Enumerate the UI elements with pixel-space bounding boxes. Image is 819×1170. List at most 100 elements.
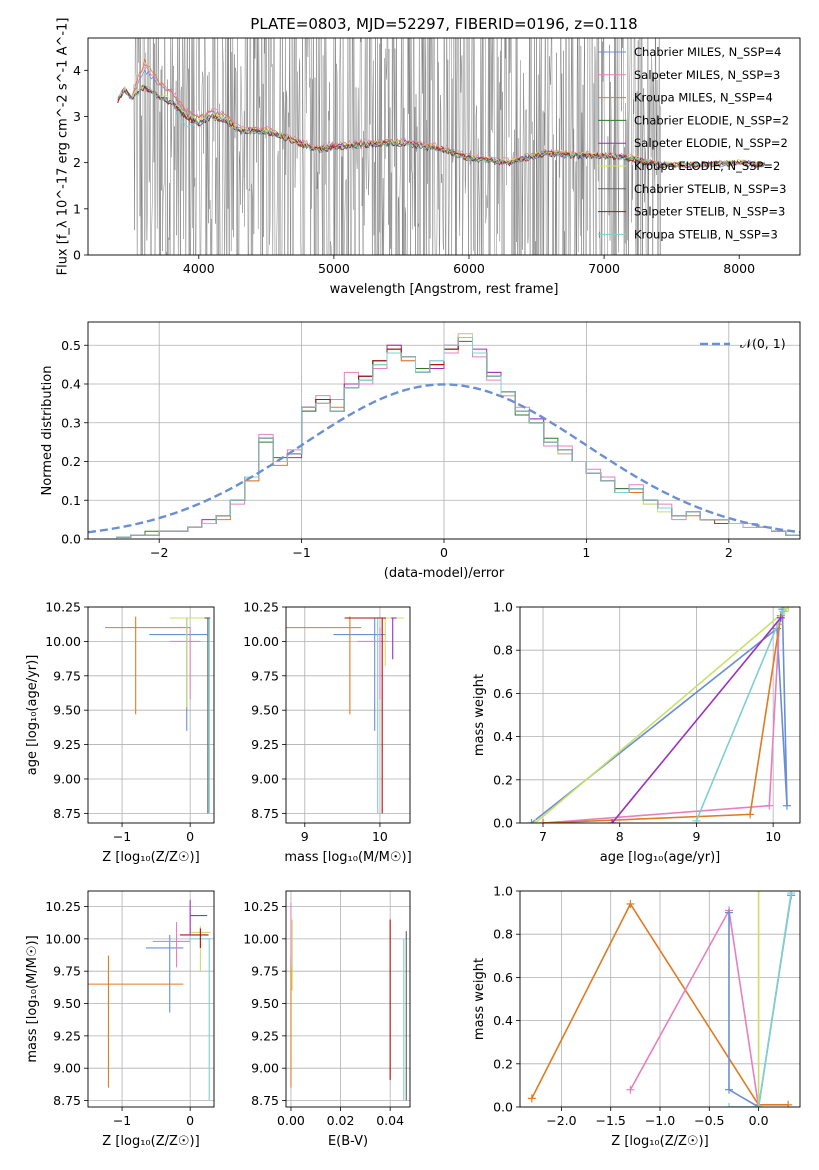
mass-weight-marker [765, 801, 774, 810]
x-tick-label: −1 [292, 545, 310, 560]
panel-weight_vs_age: 7 8 9 10 0.0 0.2 0.4 0.6 0.8 1.0 age [log₁₀(age/yr… [472, 600, 801, 865]
model-spectrum-line [117, 84, 765, 169]
mass-weight-line [534, 607, 790, 823]
legend-entry: Kroupa ELODIE, N_SSP=2 [634, 159, 780, 173]
plot-area-age_vs_mass [286, 616, 404, 814]
errorbar-point [152, 922, 191, 968]
legend-entry: Chabrier ELODIE, N_SSP=2 [634, 113, 789, 127]
panel-spectrum: 4000 5000 6000 7000 8000 0 1 2 3 4 wavelength [Ang… [55, 18, 801, 297]
errorbar-point [169, 617, 208, 708]
y-axis-label: mass weight [472, 674, 487, 756]
x-tick-label: 4000 [183, 261, 215, 276]
y-tick-label: 8.75 [251, 1093, 279, 1108]
y-axis-label: age [log₁₀(age/yr)] [25, 655, 40, 776]
mass-weight-marker [725, 908, 734, 917]
y-tick-label: 8.75 [53, 806, 81, 821]
y-tick-label: 0.0 [61, 532, 81, 547]
mass-weight-marker [626, 1085, 635, 1094]
y-tick-label: 0.0 [493, 1100, 513, 1115]
x-tick-label: 1 [582, 545, 590, 560]
y-tick-label: 0.6 [493, 970, 513, 985]
y-tick-label: 9.75 [53, 668, 81, 683]
plot-area-weight_vs_age [527, 607, 793, 823]
errorbar-point [145, 934, 184, 1013]
y-tick-label: 9.75 [251, 668, 279, 683]
axes-frame [87, 890, 215, 1108]
mass-weight-marker [776, 613, 785, 622]
mass-weight-marker [725, 1103, 734, 1107]
plot-area-residuals [88, 333, 800, 539]
mass-weight-line [531, 609, 788, 823]
x-tick-label: 0.02 [327, 1113, 355, 1128]
y-tick-label: 10.00 [45, 931, 81, 946]
x-tick-label: 6000 [453, 261, 485, 276]
axes-frame [285, 606, 411, 824]
legend-entry: Salpeter STELIB, N_SSP=3 [634, 205, 785, 219]
axes-frame [87, 321, 801, 540]
legend-entry: Chabrier MILES, N_SSP=4 [634, 45, 781, 59]
mass-weight-line [729, 893, 792, 1107]
mass-weight-marker [754, 891, 763, 895]
y-tick-label: 0.0 [493, 816, 513, 831]
y-tick-label: 9.25 [53, 1028, 81, 1043]
errorbar-point [357, 627, 388, 700]
gaussian-curve [88, 383, 800, 534]
x-tick-label: −0.5 [694, 1113, 724, 1128]
legend-entry: Kroupa STELIB, N_SSP=3 [634, 227, 778, 241]
y-axis-label: mass weight [472, 958, 487, 1040]
errorbar-point [344, 617, 386, 814]
plot-area-mass_vs_Z [88, 900, 211, 1101]
y-tick-label: 0.2 [61, 454, 81, 469]
legend-entry: Salpeter ELODIE, N_SSP=2 [634, 136, 788, 150]
x-tick-label: 0.04 [376, 1113, 404, 1128]
x-tick-label: 8000 [723, 261, 755, 276]
x-tick-label: 5000 [318, 261, 350, 276]
mass-weight-marker [784, 607, 793, 611]
x-axis-label: E(B-V) [328, 1134, 368, 1149]
x-tick-label: 0.00 [277, 1113, 305, 1128]
x-tick-label: −1.0 [645, 1113, 675, 1128]
y-tick-label: 8.75 [251, 806, 279, 821]
y-tick-label: 9.75 [251, 964, 279, 979]
mass-weight-line [531, 902, 789, 1106]
x-axis-label: Z [log₁₀(Z/Z☉)] [102, 1134, 199, 1149]
plot-area-age_vs_Z [105, 616, 211, 814]
x-tick-label: −2 [150, 545, 168, 560]
y-tick-label: 9.50 [251, 703, 279, 718]
y-tick-label: 10.00 [243, 634, 279, 649]
y-tick-label: 9.50 [251, 996, 279, 1011]
residual-histogram [102, 337, 800, 539]
mass-weight-marker [531, 819, 540, 823]
plot-area-weight_vs_Z [527, 891, 796, 1107]
errorbar-point [105, 616, 191, 715]
observed-spectrum-line [133, 38, 662, 255]
y-tick-label: 9.00 [53, 771, 81, 786]
legend-entry: Kroupa MILES, N_SSP=4 [634, 91, 773, 105]
x-tick-label: 0 [440, 545, 448, 560]
legend-entry: 𝒩(0, 1) [740, 336, 786, 351]
y-tick-label: 9.25 [53, 737, 81, 752]
y-tick-label: 0.4 [493, 729, 513, 744]
mass-weight-marker [782, 801, 791, 810]
axes-frame [87, 606, 215, 824]
panel-residuals: −2 −1 0 1 2 0.0 0.1 0.2 0.3 0.4 0.5 (data-model)/er… [40, 321, 801, 581]
y-tick-label: 0.5 [61, 338, 81, 353]
y-tick-label: 0.3 [61, 415, 81, 430]
plot-area-mass_vs_EBV [290, 902, 407, 1101]
mass-weight-line [728, 895, 792, 1107]
mass-weight-marker [527, 819, 536, 823]
residual-histogram [102, 337, 800, 539]
y-tick-label: 8.75 [53, 1093, 81, 1108]
y-tick-label: 10.25 [45, 899, 81, 914]
y-tick-label: 9.00 [53, 1061, 81, 1076]
x-tick-label: 0 [186, 1113, 194, 1128]
y-tick-label: 3 [73, 109, 81, 124]
mass-weight-marker [784, 1100, 793, 1107]
plot-area-spectrum [117, 38, 765, 255]
mass-weight-marker [608, 819, 617, 823]
axes-frame [519, 890, 801, 1108]
x-tick-label: 7 [539, 829, 547, 844]
residual-histogram [102, 337, 800, 539]
residual-histogram [102, 337, 800, 539]
